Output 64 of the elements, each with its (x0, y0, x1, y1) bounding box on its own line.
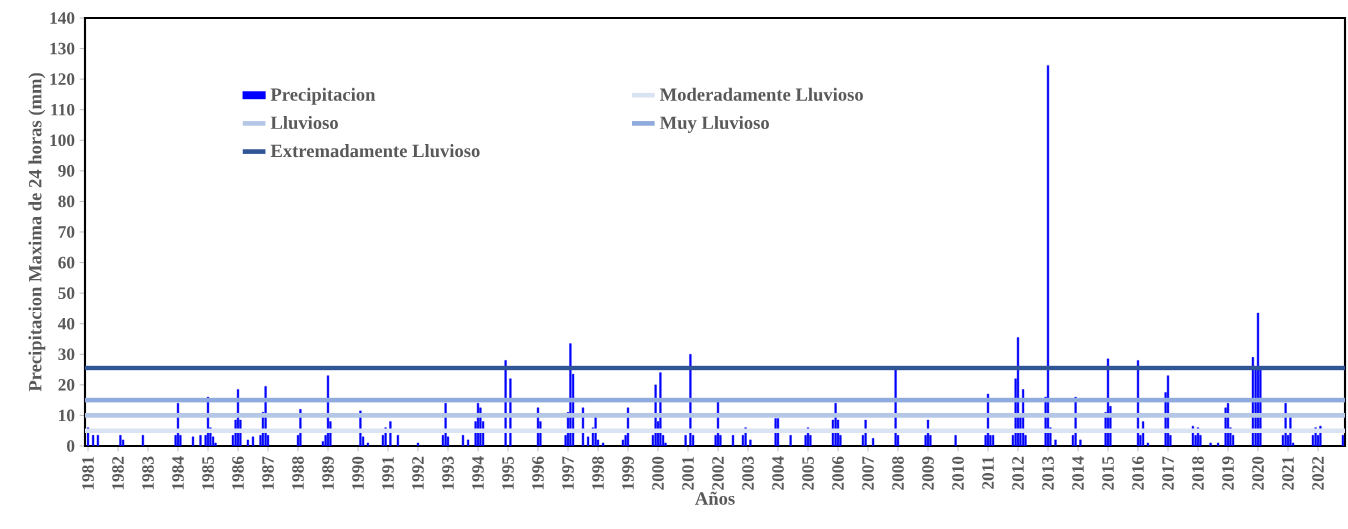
x-tick-label: 2014 (1072, 456, 1084, 490)
x-axis-title: Años (695, 491, 735, 505)
x-tick-label: 2021 (1282, 456, 1294, 490)
x-tick-label: 1999 (622, 456, 634, 490)
x-tick-label: 2003 (742, 456, 754, 490)
x-tick-label: 1996 (532, 456, 544, 490)
y-tick-label: 120 (50, 73, 75, 85)
y-tick-label: 40 (57, 317, 75, 330)
y-tick-label: 140 (50, 12, 75, 24)
x-tick-label: 2012 (1012, 456, 1024, 490)
x-tick-label: 1984 (172, 456, 184, 490)
x-tick-label: 1995 (502, 456, 514, 490)
x-tick-label: 2009 (922, 456, 934, 490)
x-tick-label: 2020 (1252, 456, 1264, 490)
y-tick-label: 130 (50, 42, 75, 55)
x-tick-label: 2019 (1222, 456, 1234, 490)
legend-label: Lluvioso (270, 115, 338, 130)
x-tick-label: 2017 (1162, 456, 1174, 490)
x-tick-label: 1988 (292, 456, 304, 490)
y-tick-label: 10 (59, 409, 75, 422)
x-tick-label: 1989 (322, 456, 334, 490)
x-tick-label: 2013 (1042, 456, 1054, 490)
y-tick-label: 100 (50, 134, 75, 147)
x-tick-label: 1981 (82, 456, 94, 490)
legend-label: Extremadamente Lluvioso (270, 144, 480, 158)
x-tick-label: 2016 (1132, 456, 1144, 490)
y-tick-label: 0 (67, 440, 75, 452)
y-tick-label: 80 (58, 195, 75, 208)
legend-label: Precipitacion (270, 87, 376, 105)
y-axis-title: Precipitacion Maxima de 24 horas (mm) (28, 73, 46, 392)
x-tick-label: 1994 (472, 456, 484, 490)
x-tick-label: 1986 (232, 456, 244, 490)
y-tick-label: 50 (58, 287, 75, 299)
x-tick-label: 1993 (442, 456, 454, 490)
x-tick-label: 2007 (862, 456, 874, 490)
x-tick-label: 1983 (142, 456, 154, 490)
x-tick-label: 2011 (982, 456, 994, 489)
y-tick-label: 30 (58, 348, 75, 361)
x-tick-label: 2010 (952, 456, 964, 490)
x-tick-label: 2002 (712, 456, 724, 490)
x-tick-label: 1990 (352, 456, 364, 490)
x-tick-label: 1987 (262, 456, 274, 490)
x-tick-label: 2000 (652, 456, 664, 490)
x-tick-label: 2015 (1102, 456, 1114, 490)
y-tick-label: 110 (51, 103, 75, 116)
x-tick-label: 2004 (772, 456, 784, 490)
y-tick-label: 70 (58, 226, 75, 238)
x-tick-label: 2008 (892, 456, 904, 490)
x-tick-label: 2005 (802, 456, 814, 490)
y-tick-label: 20 (58, 379, 75, 391)
x-tick-label: 1998 (592, 456, 604, 490)
x-tick-label: 2001 (682, 456, 694, 490)
x-tick-label: 2006 (832, 456, 844, 490)
y-tick-label: 60 (58, 256, 75, 269)
x-tick-label: 2018 (1192, 456, 1204, 490)
x-tick-label: 1992 (412, 456, 424, 490)
x-tick-label: 2022 (1312, 456, 1324, 490)
x-tick-label: 1991 (382, 456, 394, 490)
legend-label: Muy Lluvioso (659, 115, 769, 133)
legend-label: Moderadamente Lluvioso (659, 87, 863, 101)
x-tick-label: 1985 (202, 456, 214, 490)
x-tick-label: 1997 (562, 456, 574, 490)
y-tick-label: 90 (58, 165, 75, 177)
x-tick-label: 1982 (112, 456, 124, 490)
